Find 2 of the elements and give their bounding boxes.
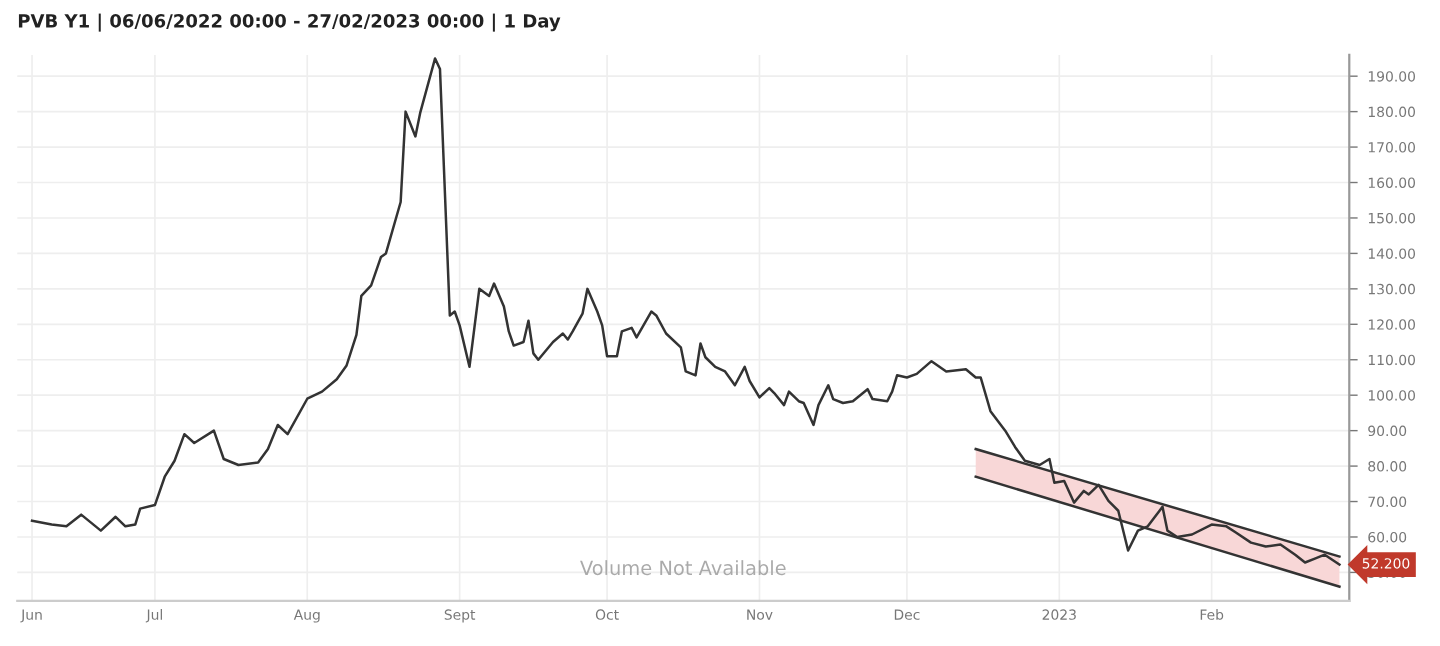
annotation: Volume Not Available — [580, 560, 786, 576]
chart-title: PVB Y1 | 06/06/2022 00:00 - 27/02/2023 00:00 | 1 Day — [18, 13, 561, 32]
